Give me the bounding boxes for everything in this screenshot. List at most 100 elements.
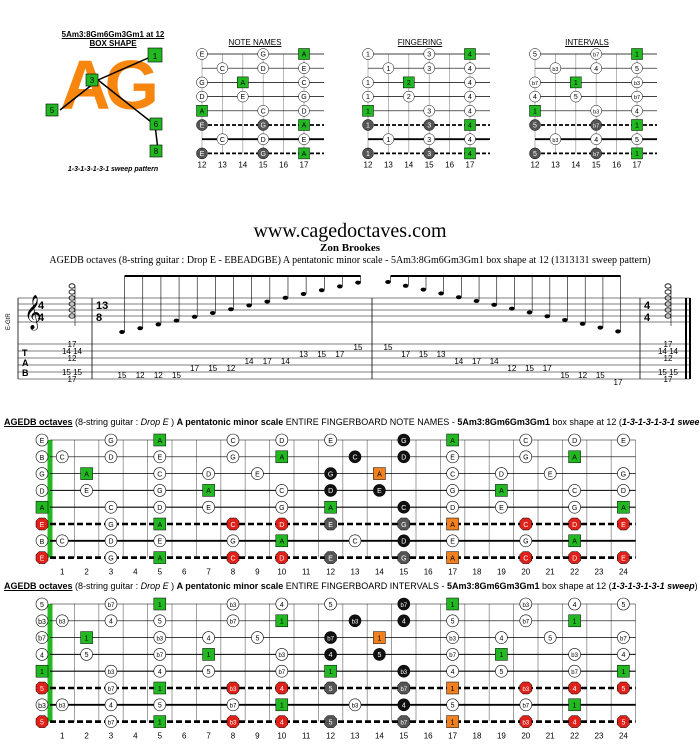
open-string-marker [35,614,49,628]
time-sig-b-top: 13 [96,300,108,312]
note-marker [617,597,630,611]
note-marker [446,614,459,628]
fret-number: 21 [546,568,555,575]
note-marker [446,698,459,712]
note-label: 5 [621,719,625,726]
marker-5 [45,103,59,117]
mini-note-label: D [261,137,266,144]
mini-note-label: 1 [533,108,537,115]
open-string-label: b3 [38,703,46,710]
tab-run-number: 14 [281,357,290,366]
note-label: E [377,488,382,495]
open-string-label: 4 [40,652,44,659]
note-marker [495,467,508,480]
open-string-label: E [40,556,45,563]
mini-note-label: b3 [552,138,558,144]
tab-number: 17 [664,340,673,349]
mini-note-label: 3 [427,108,431,115]
note-label: b3 [352,620,359,626]
title-mode: ENTIRE FINGERBOARD NOTE NAMES - [283,417,458,427]
note-label: G [523,539,528,546]
mini-diagram-intervals: 12 13 14 15 16 175 b7 1b3 4 5b7 1 b34 5 b71 b3 45 b7 1b3 4… [529,48,657,169]
note-label: 4 [280,602,284,609]
tab-run-number: 12 [507,364,516,373]
chord-note [68,283,76,289]
time-sig-c-top: 4 [644,300,651,312]
note-marker [373,484,386,497]
open-string-marker [35,648,49,661]
note-marker [568,484,581,497]
fret-number: 24 [619,732,628,741]
note-marker [568,534,581,548]
mini-note-marker [196,48,208,60]
note-label: b3 [400,670,407,676]
note-marker [446,715,459,728]
tab-number: 14 14 [62,347,83,356]
mini-root-marker [529,105,541,117]
note-label: C [230,522,235,529]
note-label: 1 [621,669,625,676]
box-shape-heading: 5Am3:8Gm6Gm3Gm1 at 12 [61,30,165,39]
mini-note-label: 1 [574,80,578,87]
note-label: A [450,522,455,529]
tab-run-number: 17 [335,350,344,359]
note-label: C [352,539,357,546]
mini-note-label: 4 [468,137,472,144]
fret-number: 5 [158,568,163,575]
mini-root-marker [631,147,643,160]
mini-note-label: 4 [468,80,472,87]
fret-number: 6 [182,732,187,741]
note-label: 5 [329,602,333,609]
mini-root-marker [464,48,476,60]
mini-note-label: 5 [533,52,537,59]
note-marker [373,648,386,661]
mini-note-label: C [261,108,266,115]
note-label: b3 [522,687,529,693]
note-marker [495,648,508,661]
treble-clef: 𝄞 [24,295,42,331]
note-marker [446,517,459,531]
note-marker [153,698,167,712]
title2-tuning: AGEDB octaves [4,581,73,591]
fret-number: 10 [277,732,286,741]
mini-note-marker [549,62,562,74]
note-marker [617,715,630,728]
open-string-marker [35,698,49,712]
site-url[interactable]: www.cagedoctaves.com [253,220,447,242]
note-label: G [572,505,577,512]
mini-note-label: b3 [552,67,558,73]
note-marker [568,664,581,678]
note-marker [153,450,167,464]
tab-number: 17 [664,375,673,384]
mini-diagram-note-names: 12 13 14 15 16 17 E G A C D E G A C D E G A C D E G A C D E E G A [196,48,324,169]
note-label: 5 [548,635,552,642]
note-marker [568,698,581,712]
fret-number: 14 [375,732,384,741]
note-label: 1 [573,619,577,626]
mini-fret-number: 14 [404,160,413,169]
note-marker [275,534,289,548]
run-note [228,307,234,312]
note-marker [104,433,118,447]
note-marker [446,467,459,480]
note-marker [153,631,167,644]
marker-8-label: 8 [154,147,159,156]
mini-note-label: 1 [366,80,370,87]
mini-note-marker [257,147,269,160]
title2-sep: ) [168,581,177,591]
mini-note-marker [423,105,435,117]
run-note [155,322,162,327]
mini-note-marker [298,90,310,103]
title2-guitar: (8-string guitar : [75,581,141,591]
mini-note-label: 3 [427,137,431,144]
note-marker [519,450,533,464]
note-label: 5 [329,686,333,693]
note-marker [617,648,630,661]
fret-number: 10 [277,568,286,575]
note-label: b7 [522,620,529,626]
mini-root-marker [631,119,643,131]
note-label: b7 [620,636,627,642]
note-marker [397,698,411,712]
mini-note-label: 1 [366,123,370,130]
tab-run-number: 12 [154,371,163,380]
